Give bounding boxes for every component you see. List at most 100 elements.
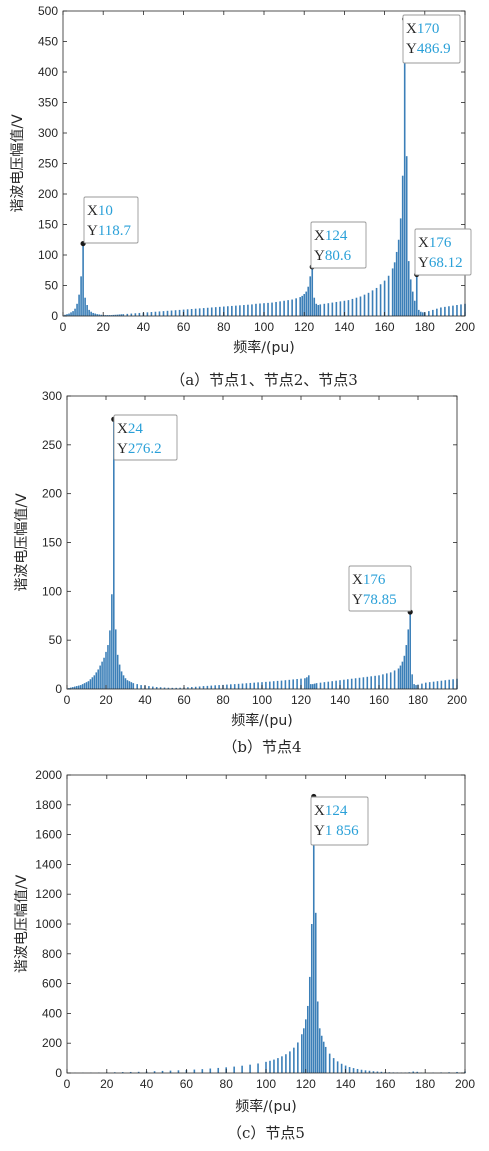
bar xyxy=(226,684,228,689)
y-tick-label: 400 xyxy=(38,65,58,79)
datatip-box xyxy=(414,228,472,276)
bar xyxy=(96,314,98,316)
bar xyxy=(146,312,149,316)
panel-caption: （c）节点5 xyxy=(227,1124,305,1142)
bar xyxy=(355,297,358,316)
bar xyxy=(76,303,78,316)
bar xyxy=(327,303,330,316)
bar xyxy=(311,684,314,689)
y-tick-label: 200 xyxy=(38,187,58,201)
bar xyxy=(138,312,141,316)
bar xyxy=(306,677,308,689)
bar xyxy=(319,682,322,689)
bar xyxy=(401,175,404,316)
bar xyxy=(412,1071,415,1073)
x-axis-label: 频率/(pu) xyxy=(235,1098,296,1115)
y-tick-label: 2000 xyxy=(35,768,62,782)
bar xyxy=(432,681,435,689)
x-tick-label: 0 xyxy=(60,320,67,334)
bar xyxy=(263,303,265,316)
bar xyxy=(436,308,438,316)
bar xyxy=(411,291,414,316)
bar xyxy=(105,651,107,689)
bar xyxy=(368,1070,371,1073)
y-tick-label: 0 xyxy=(55,1066,62,1080)
bar xyxy=(347,300,350,316)
x-tick-label: 20 xyxy=(97,320,111,334)
bar xyxy=(409,279,412,316)
bar xyxy=(175,687,177,689)
bar xyxy=(84,297,86,316)
bar xyxy=(104,315,107,316)
bar xyxy=(241,683,244,689)
y-tick-label: 300 xyxy=(42,389,62,403)
bar xyxy=(389,672,392,689)
bar xyxy=(307,286,310,316)
bar xyxy=(372,1071,375,1073)
y-tick-label: 100 xyxy=(42,584,62,598)
y-axis-label: 谐波电压幅值/V xyxy=(14,493,30,592)
bar xyxy=(267,302,269,316)
bar xyxy=(128,681,131,689)
bar xyxy=(421,312,424,316)
bar xyxy=(417,309,420,316)
bar xyxy=(289,1051,291,1073)
x-tick-label: 80 xyxy=(217,320,231,334)
bar xyxy=(405,156,408,316)
bar xyxy=(89,679,92,689)
bar xyxy=(363,294,366,316)
bar xyxy=(366,676,369,689)
x-tick-label: 80 xyxy=(216,693,230,707)
bar xyxy=(323,682,326,689)
bar xyxy=(436,681,439,689)
bar xyxy=(87,681,90,689)
bar xyxy=(335,301,338,316)
bar xyxy=(314,912,317,1073)
bar xyxy=(299,297,301,316)
y-tick-label: 200 xyxy=(42,487,62,501)
bar xyxy=(85,682,88,689)
bar xyxy=(68,313,70,316)
y-tick-label: 450 xyxy=(38,35,58,49)
bar xyxy=(444,680,447,689)
bar xyxy=(428,311,430,316)
bar xyxy=(312,796,315,1073)
bar xyxy=(348,1067,351,1073)
x-tick-label: 40 xyxy=(138,693,152,707)
datatip: X24 Y276.2 xyxy=(113,414,178,461)
bar xyxy=(309,276,312,316)
y-tick-label: 250 xyxy=(38,157,58,171)
bar xyxy=(425,682,427,689)
datatip-y-line: Y68.12 xyxy=(418,255,463,271)
y-tick-label: 250 xyxy=(42,438,62,452)
bar xyxy=(171,687,174,689)
bar xyxy=(153,1071,156,1073)
bar xyxy=(306,1005,309,1073)
bar xyxy=(191,687,193,689)
bar xyxy=(140,685,142,689)
bar xyxy=(126,313,129,316)
datatip-y-line: Y80.6 xyxy=(314,248,352,264)
bar xyxy=(393,670,396,689)
bar xyxy=(284,680,287,689)
bar xyxy=(269,681,271,689)
bar xyxy=(327,681,330,689)
bar xyxy=(70,687,72,689)
x-tick-label: 180 xyxy=(415,1077,435,1091)
bar xyxy=(210,307,213,316)
bar xyxy=(80,276,82,316)
bar xyxy=(415,274,418,316)
bar xyxy=(83,683,86,689)
bar xyxy=(77,685,80,689)
y-tick-label: 150 xyxy=(38,218,58,232)
bar xyxy=(304,678,306,689)
bar xyxy=(317,305,320,316)
bar xyxy=(375,287,378,316)
bar xyxy=(350,678,353,689)
bar xyxy=(432,309,434,316)
bar xyxy=(233,1066,235,1073)
datatip-box xyxy=(310,221,367,269)
bar xyxy=(405,645,408,689)
bar xyxy=(214,685,216,689)
bar xyxy=(407,629,410,689)
